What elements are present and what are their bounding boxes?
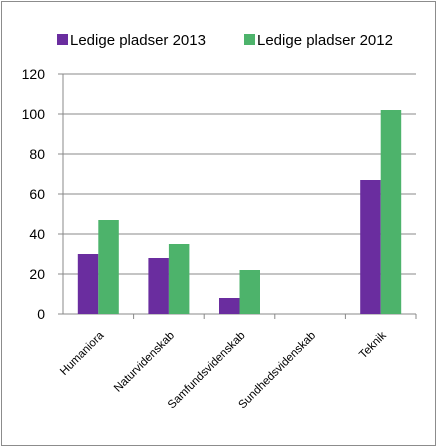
bar-2012-samfundsvidenskab [239, 270, 260, 314]
bar-2012-teknik [380, 110, 402, 314]
category-label-humaniora: Humaniora [58, 329, 107, 378]
y-tick-label-60: 60 [29, 186, 45, 202]
bar-2012-naturvidenskab [168, 244, 190, 314]
legend-label-2: Ledige pladser 2012 [257, 32, 393, 49]
y-tick-label-120: 120 [22, 66, 46, 82]
bar-2013-naturvidenskab [148, 258, 169, 314]
legend-label-1: Ledige pladser 2013 [70, 32, 206, 49]
y-tick-label-40: 40 [29, 226, 45, 242]
bar-2012-humaniora [98, 220, 119, 314]
category-label-samfundsvidenskab: Samfundsvidenskab [166, 330, 248, 412]
bar-2013-humaniora [77, 254, 99, 314]
category-label-sundhedsvidenskab: Sundhedsvidenskab [236, 330, 318, 412]
y-tick-label-100: 100 [22, 106, 46, 122]
bar-2013-teknik [360, 180, 381, 314]
legend-swatch-2 [244, 34, 255, 45]
y-tick-label-80: 80 [29, 146, 45, 162]
category-label-teknik: Teknik [357, 329, 389, 361]
y-tick-label-20: 20 [29, 266, 45, 282]
y-tick-label-0: 0 [37, 306, 45, 322]
legend-swatch-1 [57, 34, 68, 45]
bar-2013-samfundsvidenskab [219, 298, 240, 314]
category-label-naturvidenskab: Naturvidenskab [112, 330, 177, 395]
